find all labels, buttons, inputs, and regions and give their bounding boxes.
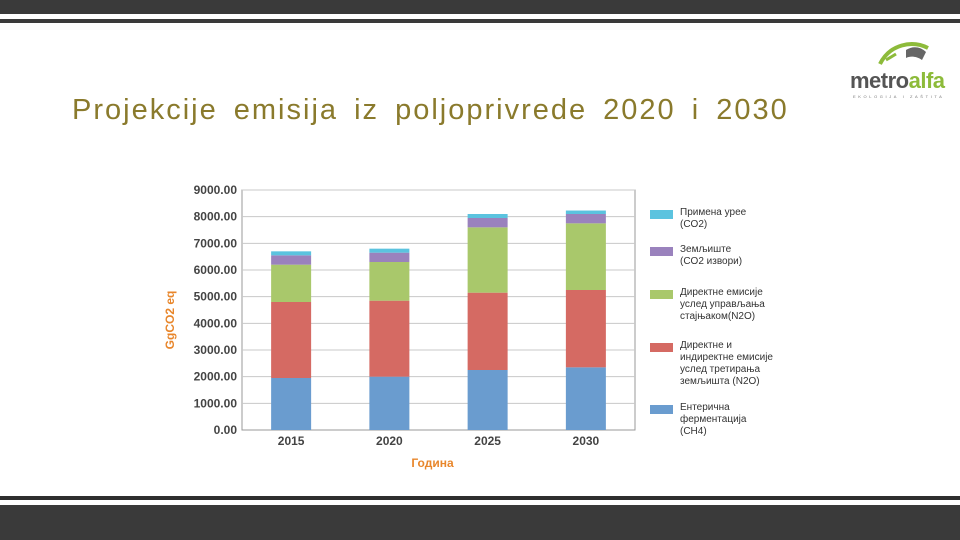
top-frame-line — [0, 19, 960, 23]
legend-label: Ентерична ферментација (CH4) — [680, 402, 747, 437]
bar-segment — [369, 262, 410, 301]
bar-segment — [369, 376, 410, 430]
bar-segment — [467, 227, 508, 293]
bar-segment — [271, 378, 312, 430]
logo-tagline: EKOLOGIJA I ZAŠTITA — [853, 94, 945, 99]
emissions-chart: 0.00 1000.00 2000.00 3000.00 4000.00 5000.00 6… — [150, 175, 810, 480]
legend-label: Примена урее (CO2) — [680, 207, 747, 230]
legend-label: Директне емисије услед управљања стајњак… — [680, 287, 765, 322]
legend-label: Земљиште (CO2 извори) — [680, 244, 743, 267]
bar-segment — [467, 292, 508, 370]
legend-item: Ентерична ферментација (CH4) — [650, 402, 808, 438]
bottom-frame-line — [0, 496, 960, 500]
legend-swatch — [650, 210, 673, 219]
y-tick-label: 6000.00 — [194, 263, 238, 277]
bottom-frame-bar — [0, 505, 960, 540]
legend-label: Директне и индиректне емисије услед трет… — [680, 340, 773, 387]
bar-segment — [369, 300, 410, 377]
bar-segment — [467, 218, 508, 228]
y-tick-label: 3000.00 — [194, 343, 238, 357]
logo-swoosh-icon — [878, 42, 929, 66]
x-tick-label: 2015 — [278, 434, 305, 448]
bar-segment — [565, 223, 606, 290]
legend-swatch — [650, 405, 673, 414]
x-tick-label: 2030 — [573, 434, 600, 448]
bar-segment — [467, 214, 508, 218]
legend-item: Директне и индиректне емисије услед трет… — [650, 340, 808, 388]
bar-segment — [565, 290, 606, 368]
legend-swatch — [650, 290, 673, 299]
logo-wordmark: metroalfa — [850, 68, 945, 94]
bar-segment — [565, 367, 606, 430]
legend-item: Земљиште (CO2 извори) — [650, 244, 808, 268]
bar-segment — [271, 264, 312, 302]
y-tick-label: 4000.00 — [194, 316, 238, 330]
x-tick-label: 2020 — [376, 434, 403, 448]
y-tick-label: 8000.00 — [194, 210, 238, 224]
logo-word-metro: metro — [850, 68, 909, 93]
bar-segment — [271, 255, 312, 265]
y-axis-title: GgCO2 eq — [163, 291, 177, 350]
bar-segment — [369, 248, 410, 253]
y-tick-label: 1000.00 — [194, 396, 238, 410]
bar-segment — [565, 210, 606, 214]
y-tick-label: 5000.00 — [194, 290, 238, 304]
logo-word-alfa: alfa — [908, 68, 945, 93]
y-tick-label: 2000.00 — [194, 370, 238, 384]
company-logo: metroalfa EKOLOGIJA I ZAŠTITA — [850, 38, 946, 100]
top-frame-bar — [0, 0, 960, 14]
y-tick-label: 0.00 — [214, 423, 238, 437]
bar-segment — [467, 370, 508, 430]
x-tick-label: 2025 — [474, 434, 501, 448]
legend-swatch — [650, 343, 673, 352]
bar-segment — [271, 302, 312, 378]
legend-item: Примена урее (CO2) — [650, 207, 808, 231]
bar-segment — [271, 251, 312, 256]
slide-title: Projekcije emisija iz poljoprivrede 2020… — [72, 94, 789, 126]
y-tick-label: 9000.00 — [194, 183, 238, 197]
legend-item: Директне емисије услед управљања стајњак… — [650, 287, 808, 323]
stacked-bar-chart: 0.00 1000.00 2000.00 3000.00 4000.00 5000.00 6… — [163, 183, 636, 470]
legend-swatch — [650, 247, 673, 256]
x-axis-title: Година — [411, 456, 454, 470]
bar-segment — [369, 252, 410, 262]
bar-segment — [565, 214, 606, 224]
y-tick-label: 7000.00 — [194, 236, 238, 250]
